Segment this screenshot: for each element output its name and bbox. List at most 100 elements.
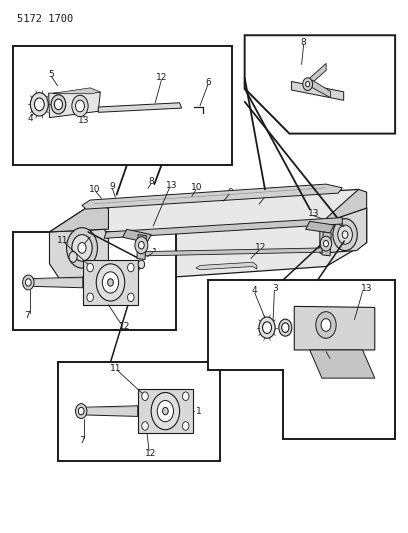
Circle shape (138, 260, 144, 269)
Polygon shape (294, 306, 375, 350)
Polygon shape (196, 262, 257, 270)
Text: 12: 12 (119, 321, 131, 330)
Text: 11: 11 (110, 364, 121, 373)
Polygon shape (310, 350, 375, 378)
Text: 12: 12 (146, 449, 157, 458)
Circle shape (139, 241, 144, 249)
Circle shape (51, 95, 66, 114)
Text: 5: 5 (49, 70, 54, 78)
Circle shape (25, 279, 31, 286)
Circle shape (142, 392, 148, 400)
Polygon shape (320, 189, 367, 224)
Circle shape (306, 82, 310, 87)
Text: 10: 10 (89, 185, 100, 194)
Circle shape (72, 95, 88, 117)
Circle shape (96, 264, 125, 301)
Circle shape (34, 98, 44, 111)
Circle shape (78, 407, 84, 415)
Text: 10: 10 (191, 183, 202, 192)
Circle shape (54, 99, 62, 110)
Circle shape (67, 228, 98, 268)
Text: 13: 13 (308, 209, 319, 218)
Circle shape (75, 100, 84, 112)
Polygon shape (104, 217, 342, 238)
Polygon shape (49, 189, 367, 285)
Circle shape (30, 93, 48, 116)
Text: 12: 12 (255, 244, 266, 253)
Circle shape (135, 237, 148, 254)
Circle shape (69, 252, 77, 262)
Polygon shape (80, 406, 138, 416)
Text: 13: 13 (166, 181, 177, 190)
Polygon shape (53, 88, 100, 94)
Text: 1: 1 (196, 407, 202, 416)
Circle shape (263, 322, 271, 334)
Text: 2: 2 (86, 230, 92, 239)
Text: 4: 4 (252, 286, 257, 295)
Circle shape (108, 279, 113, 286)
Circle shape (142, 422, 148, 430)
Circle shape (157, 400, 173, 422)
Circle shape (23, 275, 34, 290)
Text: 8: 8 (148, 177, 154, 186)
Circle shape (75, 403, 87, 418)
Circle shape (320, 236, 332, 251)
Polygon shape (49, 92, 100, 118)
Text: 13: 13 (361, 284, 373, 293)
Circle shape (78, 243, 86, 253)
Polygon shape (138, 389, 193, 433)
Circle shape (316, 312, 336, 338)
Text: 12: 12 (155, 73, 167, 82)
Polygon shape (83, 260, 138, 305)
Polygon shape (137, 235, 146, 260)
Text: 12: 12 (324, 357, 336, 366)
Text: 9: 9 (228, 188, 233, 197)
Circle shape (128, 293, 134, 302)
Circle shape (182, 422, 189, 430)
Circle shape (162, 407, 168, 415)
Text: 8: 8 (263, 191, 269, 200)
Polygon shape (308, 63, 326, 87)
Polygon shape (143, 248, 324, 256)
Polygon shape (27, 277, 83, 288)
Circle shape (279, 319, 292, 336)
Polygon shape (291, 82, 344, 100)
Circle shape (303, 78, 313, 91)
Text: 7: 7 (79, 436, 85, 445)
Polygon shape (320, 208, 367, 253)
Circle shape (72, 235, 92, 261)
Polygon shape (49, 205, 109, 232)
Polygon shape (312, 80, 330, 98)
Circle shape (333, 219, 357, 251)
Polygon shape (123, 229, 151, 243)
Text: 8: 8 (301, 38, 306, 47)
FancyBboxPatch shape (13, 46, 233, 165)
Circle shape (87, 293, 93, 302)
Polygon shape (208, 280, 395, 439)
Text: 9: 9 (110, 182, 115, 191)
Circle shape (282, 323, 289, 333)
Text: 7: 7 (24, 311, 30, 320)
Circle shape (87, 263, 93, 272)
Text: 11: 11 (57, 237, 68, 246)
Text: 13: 13 (78, 116, 90, 125)
Polygon shape (49, 229, 109, 285)
FancyBboxPatch shape (13, 232, 175, 330)
Circle shape (259, 317, 275, 338)
Circle shape (342, 231, 348, 238)
Text: 1: 1 (151, 248, 157, 257)
Circle shape (338, 225, 353, 244)
Text: 5172 1700: 5172 1700 (17, 14, 73, 24)
Circle shape (102, 272, 119, 293)
Circle shape (151, 392, 180, 430)
FancyBboxPatch shape (58, 362, 220, 461)
Circle shape (128, 263, 134, 272)
Polygon shape (245, 35, 395, 134)
Circle shape (321, 319, 331, 332)
Text: 3: 3 (272, 284, 278, 293)
Polygon shape (322, 232, 331, 256)
Circle shape (182, 392, 189, 400)
Polygon shape (82, 184, 342, 209)
Circle shape (324, 240, 328, 247)
Text: 6: 6 (205, 77, 211, 86)
